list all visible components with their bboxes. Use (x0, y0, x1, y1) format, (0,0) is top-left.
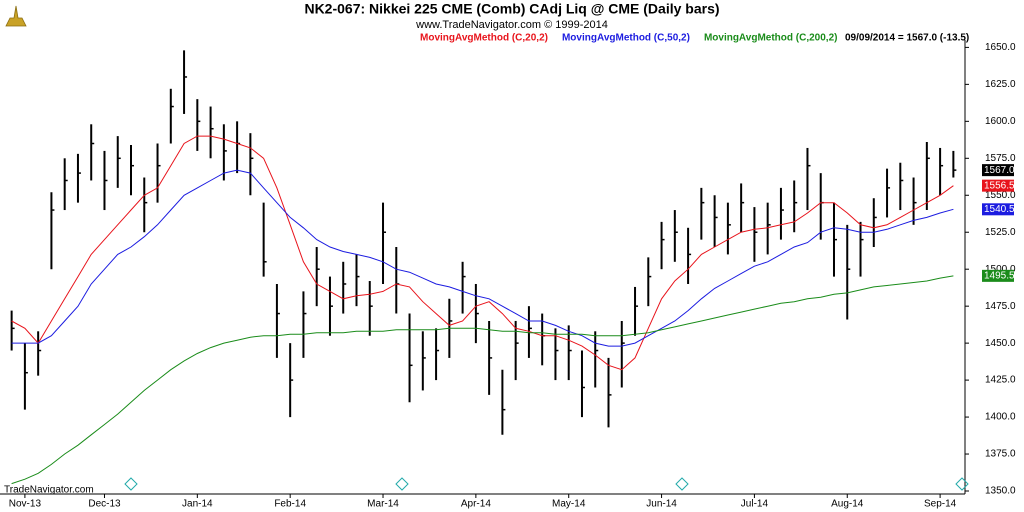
last-value-label: 1567.0 (984, 165, 1015, 176)
moving-average-line (11, 275, 954, 485)
x-tick-label: Jul-14 (741, 499, 769, 510)
y-tick-label: 1350.0 (985, 486, 1016, 497)
y-tick-label: 1625.0 (985, 79, 1016, 90)
status: 09/09/2014 = 1567.0 (-13.5) (845, 33, 969, 44)
x-tick-label: May-14 (552, 499, 586, 510)
moving-average-line (11, 135, 954, 371)
chart-title: NK2-067: Nikkei 225 CME (Comb) CAdj Liq … (304, 1, 719, 17)
y-tick-label: 1650.0 (985, 42, 1016, 53)
last-value-box (982, 203, 1014, 216)
x-tick-label: Aug-14 (831, 499, 864, 510)
legend-entry: MovingAvgMethod (C,50,2) (562, 33, 690, 44)
x-tick-label: Jan-14 (182, 499, 213, 510)
x-tick-label: Jun-14 (646, 499, 677, 510)
last-value-box (982, 269, 1014, 282)
chart-subtitle: www.TradeNavigator.com © 1999-2014 (415, 19, 608, 31)
last-value-label: 1540.5 (984, 204, 1015, 215)
y-tick-label: 1475.0 (985, 301, 1016, 312)
x-tick-label: Dec-13 (88, 499, 121, 510)
moving-average-line (11, 169, 954, 347)
x-tick-label: Feb-14 (274, 499, 306, 510)
y-tick-label: 1450.0 (985, 338, 1016, 349)
x-tick-label: Nov-13 (9, 499, 42, 510)
x-tick-label: Apr-14 (461, 499, 491, 510)
y-tick-label: 1500.0 (985, 264, 1016, 275)
legend-entry: MovingAvgMethod (C,200,2) (704, 33, 838, 44)
last-value-box (982, 164, 1014, 177)
last-value-label: 1556.5 (984, 180, 1015, 191)
x-tick-label: Sep-14 (924, 499, 957, 510)
footer: TradeNavigator.com (4, 485, 94, 496)
logo (5, 5, 27, 27)
y-tick-label: 1425.0 (985, 375, 1016, 386)
legend-entry: MovingAvgMethod (C,20,2) (420, 33, 548, 44)
y-tick-label: 1400.0 (985, 412, 1016, 423)
y-tick-label: 1525.0 (985, 227, 1016, 238)
y-tick-label: 1550.0 (985, 190, 1016, 201)
x-tick-label: Mar-14 (367, 499, 399, 510)
last-value-label: 1495.5 (984, 270, 1015, 281)
y-tick-label: 1375.0 (985, 449, 1016, 460)
event-icons (124, 477, 969, 491)
y-tick-label: 1575.0 (985, 153, 1016, 164)
y-tick-label: 1600.0 (985, 116, 1016, 127)
last-value-box (982, 179, 1014, 192)
